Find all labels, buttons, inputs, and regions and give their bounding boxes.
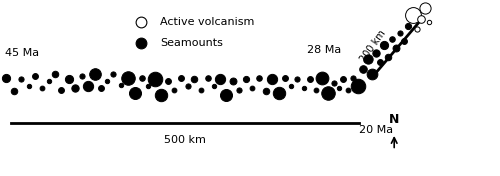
Point — [130, 92, 138, 95]
Point — [178, 76, 186, 79]
Point — [340, 78, 347, 81]
Point — [293, 78, 301, 81]
Point — [164, 80, 172, 83]
Point — [2, 76, 10, 79]
Point — [396, 31, 404, 34]
Point — [281, 76, 289, 79]
Point — [235, 88, 243, 91]
Text: 500 km: 500 km — [164, 135, 206, 145]
Point — [138, 76, 145, 79]
Point — [242, 78, 250, 81]
Point — [262, 90, 270, 93]
Point — [204, 76, 212, 79]
Point — [248, 87, 256, 89]
Point — [216, 78, 224, 81]
Point — [372, 52, 380, 55]
Point — [136, 21, 144, 24]
Point — [400, 40, 408, 43]
Point — [158, 93, 166, 96]
Point — [64, 78, 72, 81]
Point — [103, 80, 111, 83]
Point — [124, 76, 132, 79]
Point — [222, 93, 230, 96]
Point — [421, 7, 429, 10]
Point — [210, 85, 218, 88]
Point — [71, 87, 79, 89]
Point — [84, 85, 92, 88]
Point — [376, 61, 384, 63]
Point — [136, 42, 144, 44]
Point — [416, 17, 424, 20]
Point — [10, 90, 18, 93]
Point — [388, 38, 396, 41]
Point — [57, 88, 65, 91]
Point — [354, 85, 362, 88]
Point — [255, 76, 263, 79]
Point — [190, 78, 198, 81]
Point — [380, 43, 388, 46]
Point — [300, 87, 308, 89]
Point — [324, 92, 332, 95]
Text: Seamounts: Seamounts — [160, 38, 224, 48]
Point — [384, 55, 392, 58]
Point — [409, 14, 417, 17]
Point — [150, 78, 158, 81]
Point — [110, 73, 118, 76]
Point — [392, 47, 400, 50]
Text: 45 Ma: 45 Ma — [6, 48, 40, 58]
Point — [97, 87, 105, 89]
Point — [268, 78, 276, 81]
Point — [360, 68, 368, 70]
Point — [318, 76, 326, 79]
Point — [18, 78, 25, 81]
Point — [44, 80, 52, 83]
Point — [425, 21, 433, 24]
Point — [350, 76, 358, 79]
Text: 20 Ma: 20 Ma — [360, 125, 394, 135]
Point — [312, 88, 320, 91]
Point — [144, 85, 152, 88]
Point — [78, 74, 86, 77]
Point — [344, 88, 352, 91]
Text: 28 Ma: 28 Ma — [307, 45, 342, 55]
Point — [31, 74, 39, 77]
Point — [116, 83, 124, 86]
Text: 200 km: 200 km — [358, 29, 388, 64]
Point — [368, 73, 376, 76]
Point — [404, 24, 412, 27]
Point — [51, 73, 59, 76]
Point — [287, 85, 295, 88]
Point — [334, 87, 342, 89]
Point — [413, 28, 421, 30]
Point — [198, 88, 205, 91]
Point — [275, 92, 283, 95]
Point — [24, 85, 32, 88]
Point — [330, 81, 338, 84]
Text: N: N — [389, 113, 400, 126]
Point — [170, 88, 178, 91]
Point — [38, 87, 46, 89]
Point — [364, 57, 372, 60]
Point — [184, 85, 192, 88]
Point — [228, 80, 236, 83]
Point — [306, 78, 314, 81]
Point — [91, 73, 99, 76]
Text: Active volcanism: Active volcanism — [160, 17, 255, 27]
